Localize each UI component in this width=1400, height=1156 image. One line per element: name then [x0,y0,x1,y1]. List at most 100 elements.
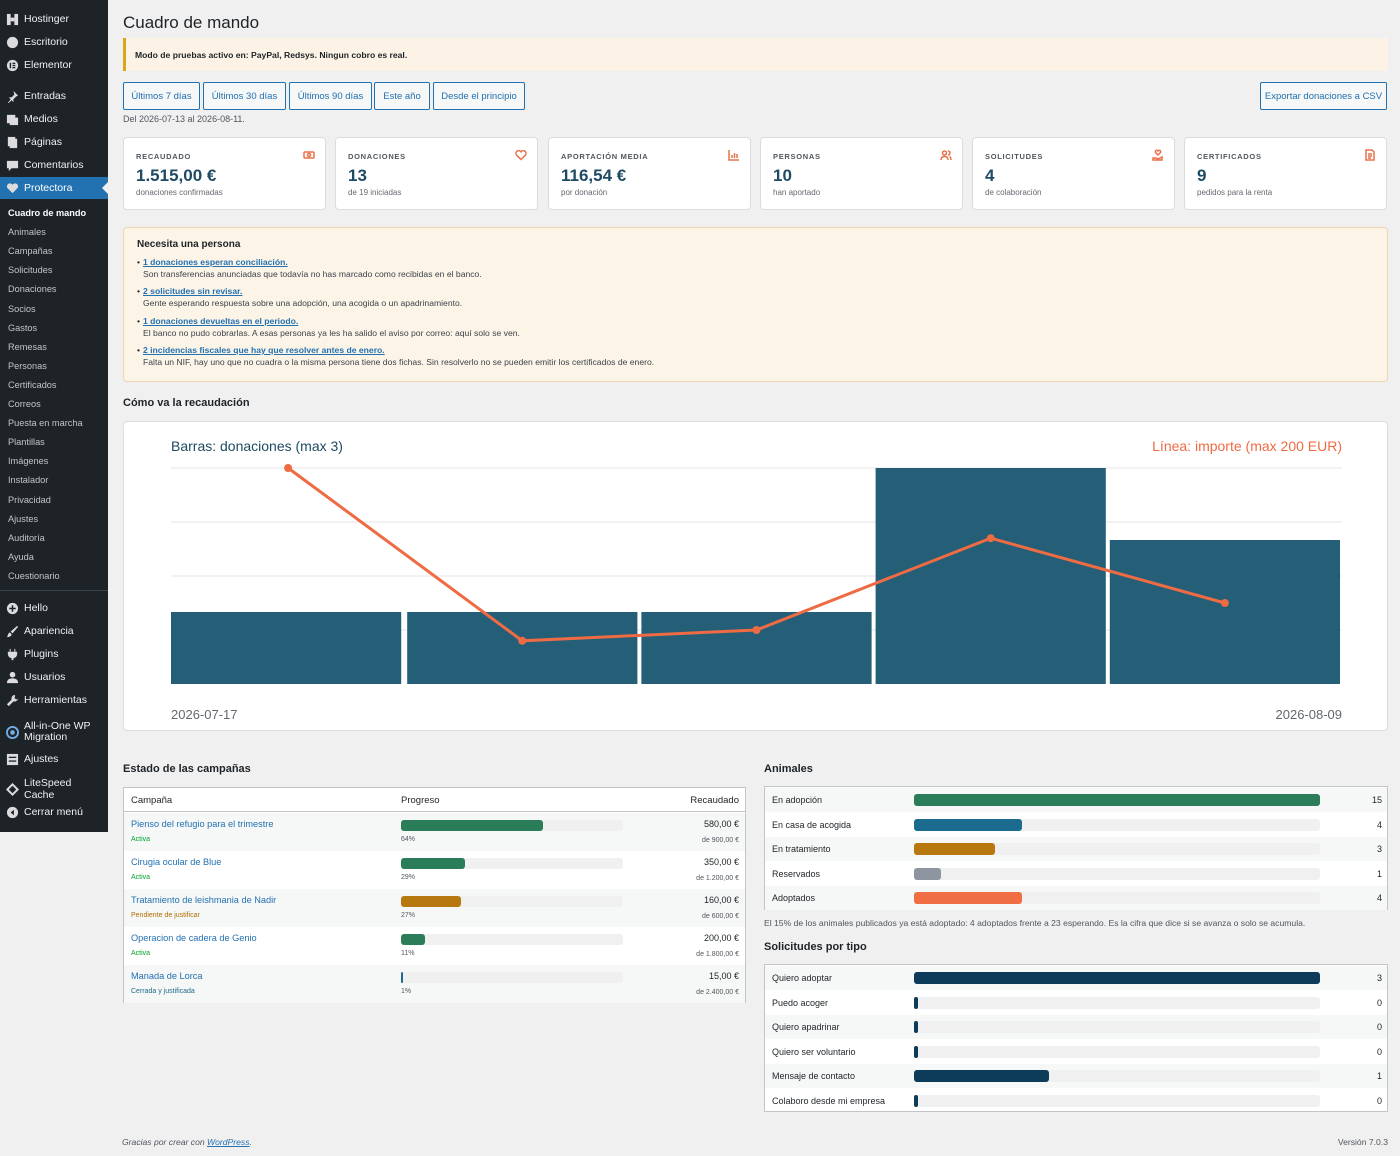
date-range-text: Del 2026-07-13 al 2026-08-11. [123,114,245,124]
pages-icon [6,136,19,149]
requests-label: Colaboro desde mi empresa [772,1095,886,1106]
campaign-name-link[interactable]: Pienso del refugio para el trimestre [131,819,274,829]
submenu-item-socios[interactable]: Socios [8,303,36,314]
attention-link[interactable]: 1 donaciones devueltas en el periodo. [143,315,299,326]
menu-item-label: Elementor [24,59,72,71]
submenu-item-correos[interactable]: Correos [8,399,41,409]
submenu-item-privacidad[interactable]: Privacidad [8,494,51,505]
submenu-item-donaciones[interactable]: Donaciones [8,284,57,295]
menu-item-litespeed-cache[interactable]: LiteSpeed Cache [0,777,108,801]
x-end-label: 2026-08-09 [1276,707,1343,722]
submenu-item-puesta-en-marcha[interactable]: Puesta en marcha [8,418,83,429]
animals-bar [914,818,1320,831]
period-90-days-button[interactable]: Últimos 90 días [289,82,372,110]
requests-label: Mensaje de contacto [772,1071,856,1081]
submenu-item-gastos[interactable]: Gastos [8,322,38,333]
menu-item-usuarios[interactable]: Usuarios [0,666,108,688]
period-30-days-button[interactable]: Últimos 30 días [203,82,286,110]
menu-item-hostinger[interactable]: Hostinger [0,8,108,30]
campaign-progress-percent: 1% [401,988,412,995]
menu-item-elementor[interactable]: Elementor [0,54,108,76]
footer-dot: . [249,1137,252,1147]
menu-item-ajustes[interactable]: Ajustes [0,748,108,770]
attention-link[interactable]: 2 solicitudes sin revisar. [143,286,243,297]
period-7-days-button[interactable]: Últimos 7 días [123,82,200,110]
campaign-name-link[interactable]: Manada de Lorca [131,971,203,981]
chart-section-title: Cómo va la recaudación [123,397,250,409]
menu-item-apariencia[interactable]: Apariencia [0,620,108,642]
stat-card-aportaci-n-media: APORTACIÓN MEDIA 116,54 € por donación [548,137,751,210]
menu-item-entradas[interactable]: Entradas [0,85,108,107]
stat-card-donaciones: DONACIONES 13 de 19 iniciadas [335,137,538,210]
menu-item-herramientas[interactable]: Herramientas [0,689,108,711]
menu-item-all-in-one-wp-migration[interactable]: All-in-One WP Migration [0,718,108,746]
menu-item-p-ginas[interactable]: Páginas [0,131,108,153]
stat-subtitle: pedidos para la renta [1197,188,1273,197]
animals-bar [914,843,1320,855]
attention-panel: Necesita una persona • 1 donaciones esper… [123,227,1388,382]
menu-item-cerrar-men-[interactable]: Cerrar menú [0,801,108,823]
submenu-item-cuadro-de-mando[interactable]: Cuadro de mando [8,208,87,218]
submenu-item-remesas[interactable]: Remesas [8,341,47,352]
campaign-name-link[interactable]: Cirugia ocular de Blue [131,857,222,867]
campaigns-section-title: Estado de las campañas [123,763,251,775]
wrench-icon [6,694,19,707]
comments-icon [6,159,19,172]
animals-row: Adoptados 4 [765,886,1387,910]
bar-donaciones [407,612,638,684]
animals-row: En adopción 15 [765,788,1387,812]
submenu-item-ajustes[interactable]: Ajustes [8,513,39,524]
submenu-item-auditor-a[interactable]: Auditoría [8,532,45,543]
menu-item-protectora[interactable]: Protectora [0,177,108,199]
settings-icon [6,753,19,766]
campaign-status: Cerrada y justificada [131,988,195,995]
attention-link[interactable]: 2 incidencias fiscales que hay que resol… [143,344,385,355]
requests-section-title: Solicitudes por tipo [764,941,867,953]
plus-circle-icon [6,602,19,615]
fundraising-chart-svg: Barras: donaciones (max 3) Línea: importe… [171,438,1343,722]
bullet: • [137,315,141,326]
document-icon [1364,149,1376,161]
requests-row: Mensaje de contacto 1 [765,1064,1387,1088]
x-start-label: 2026-07-17 [171,707,238,722]
campaign-raised-amount: 350,00 € [703,857,739,867]
animals-row: En casa de acogida 4 [765,813,1387,837]
requests-bar-fill [914,1070,1050,1082]
submenu-item-solicitudes[interactable]: Solicitudes [8,265,53,276]
submenu-item-ayuda[interactable]: Ayuda [8,551,34,562]
export-csv-button[interactable]: Exportar donaciones a CSV [1260,82,1387,110]
submenu-item-personas[interactable]: Personas [8,360,47,371]
animals-count: 1 [1376,868,1382,879]
point-importe [986,534,995,543]
campaigns-table: Campaña Progreso Recaudado Pienso del re… [123,787,746,1003]
period-this-year-button[interactable]: Este año [374,82,430,110]
menu-item-hello[interactable]: Hello [0,597,108,619]
menu-item-label: Hostinger [24,13,69,25]
campaign-goal: de 2.400,00 € [696,989,739,996]
attention-item: • 2 solicitudes sin revisar. Gente esperan… [137,286,462,308]
submenu-item-cuestionario[interactable]: Cuestionario [8,570,60,581]
submenu-item-plantillas[interactable]: Plantillas [8,437,45,448]
campaigns-table-header: Campaña Progreso Recaudado [124,788,745,812]
requests-table: Quiero adoptar 3 Puedo acoger 0 Quiero apadr… [764,964,1388,1112]
submenu-item-campa-as[interactable]: Campañas [8,246,53,257]
menu-item-label: All-in-One WP Migration [24,720,91,743]
menu-item-label: Escritorio [24,36,68,48]
wordpress-link[interactable]: WordPress [207,1137,250,1147]
menu-item-medios[interactable]: Medios [0,108,108,130]
menu-item-escritorio[interactable]: Escritorio [0,31,108,53]
menu-item-comentarios[interactable]: Comentarios [0,154,108,176]
submenu-item-certificados[interactable]: Certificados [8,379,57,390]
submenu-item-animales[interactable]: Animales [8,227,46,238]
campaign-name-link[interactable]: Tratamiento de leishmania de Nadir [131,895,277,905]
campaign-name-link[interactable]: Operacion de cadera de Genio [131,933,257,943]
submenu-item-instalador[interactable]: Instalador [8,475,49,486]
stat-label: DONACIONES [348,152,406,161]
menu-separator [0,590,108,591]
submenu-item-im-genes[interactable]: Imágenes [8,456,49,467]
period-all-time-button[interactable]: Desde el principio [433,82,525,110]
menu-item-plugins[interactable]: Plugins [0,643,108,665]
stat-value: 4 [985,166,995,185]
attention-link[interactable]: 1 donaciones esperan conciliación. [143,257,288,267]
bullet: • [137,344,141,355]
